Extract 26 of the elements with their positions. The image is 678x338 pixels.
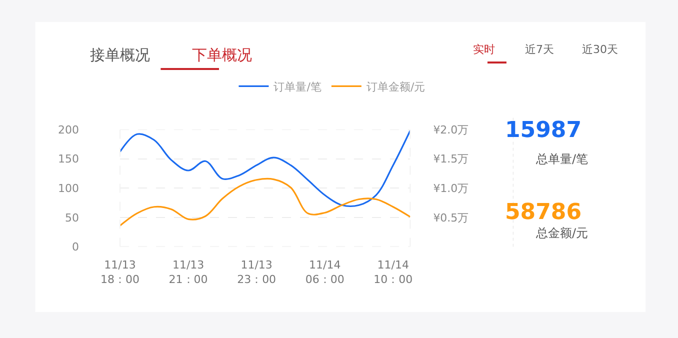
y2-tick-label: ¥1.5万 [433,152,469,166]
text: 总单量/笔 [535,152,588,166]
text: 接单概况 [90,46,150,64]
y2-tick-label: ¥0.5万 [433,211,469,224]
text: 总金额/元 [535,226,588,240]
y2-tick-label: ¥1.0万 [433,182,469,195]
text: 近7天 [525,43,554,56]
y2-tick-label: ¥2.0万 [433,123,469,136]
y-tick-label: 0 [72,240,80,254]
x-tick-label: 11/13 23：00 [237,258,276,286]
text: 下单概况 [192,46,252,64]
text: 58786 [505,200,582,225]
text: 实时 [473,43,495,56]
line-series [120,178,410,226]
text: 15987 [505,118,582,143]
x-tick-label: 11/14 10：00 [374,258,413,286]
y-tick-label: 150 [58,152,80,166]
y-tick-label: 200 [58,123,80,136]
text: 近30天 [582,43,618,56]
legend-label: 订单金额/元 [366,80,426,94]
x-tick-label: 11/13 21：00 [168,258,208,286]
x-tick-label: 11/14 06：00 [305,258,344,286]
y-tick-label: 50 [65,211,80,224]
y-tick-label: 100 [58,182,80,195]
x-tick-label: 11/13 18：00 [100,258,140,286]
legend-label: 订单量/笔 [274,80,322,94]
